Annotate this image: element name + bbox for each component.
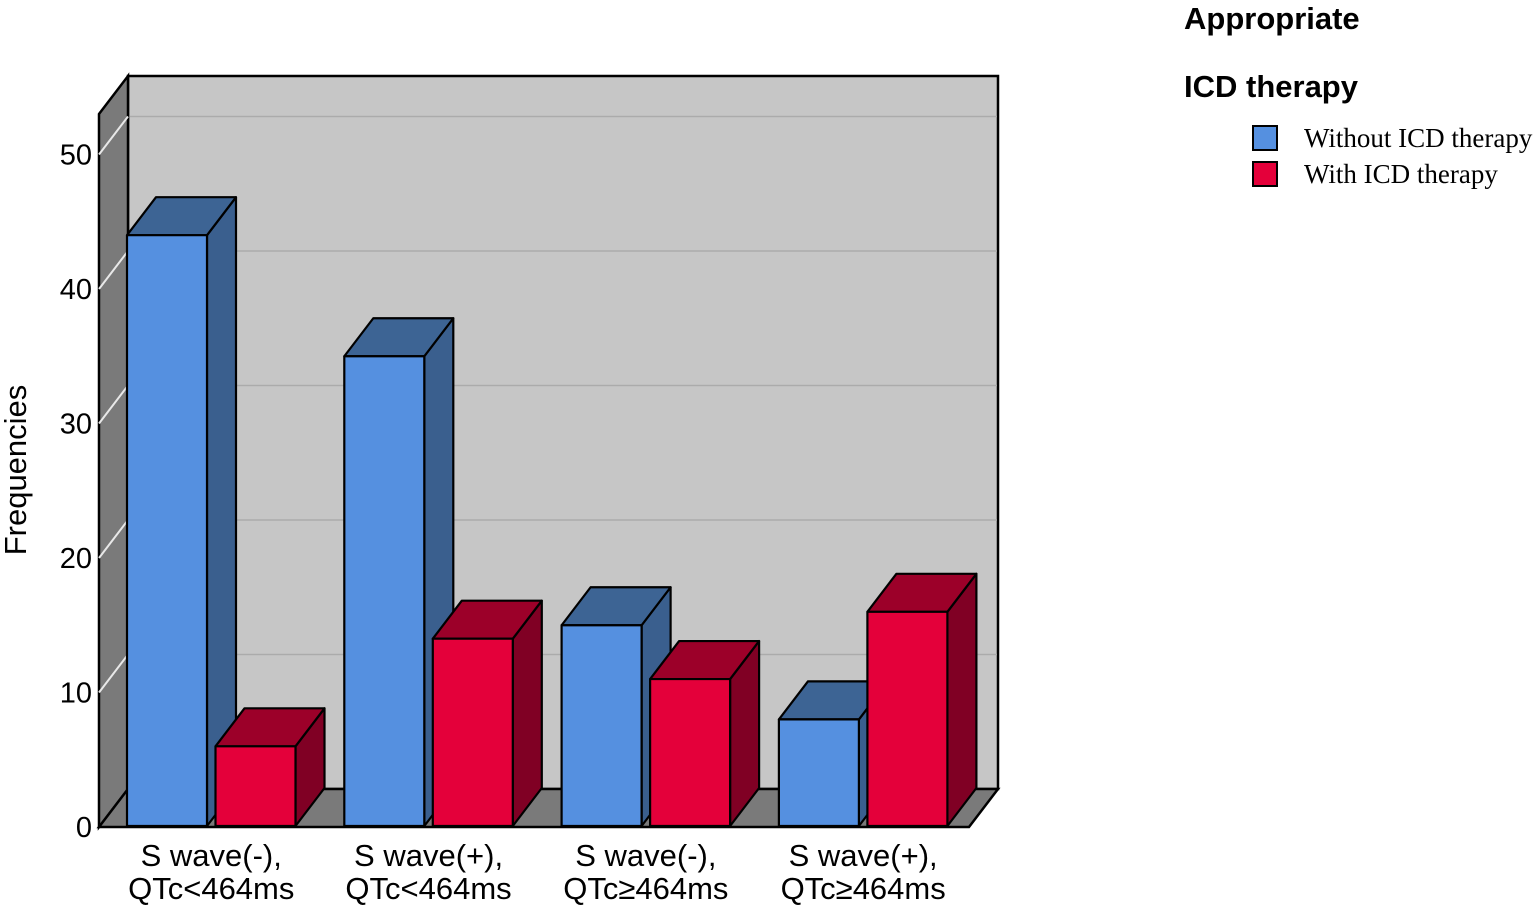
y-tick-label-10: 10 (60, 678, 92, 710)
category-label-2-line1: S wave(-), (575, 838, 716, 873)
legend-label-1: With ICD therapy (1304, 158, 1498, 189)
y-tick-mark-20 (98, 519, 129, 559)
bar-0-3 (777, 718, 861, 828)
y-tick-mark-40 (98, 250, 129, 290)
y-axis-title: Frequencies (0, 385, 33, 556)
legend: Appropriate ICD therapy Without ICD ther… (1184, 2, 1534, 192)
category-label-1-line2: QTc<464ms (345, 871, 511, 906)
legend-item-1: With ICD therapy (1184, 156, 1534, 192)
legend-swatch-0 (1252, 125, 1278, 151)
legend-swatch-1 (1252, 161, 1278, 187)
y-tick-label-0: 0 (76, 812, 92, 844)
bar-1-3 (866, 610, 949, 828)
bar-1-1 (431, 637, 514, 828)
bar-1-0 (214, 745, 297, 828)
left-wall (97, 72, 130, 831)
legend-title: Appropriate ICD therapy (1184, 2, 1534, 104)
bar-0-1 (343, 355, 426, 828)
category-label-0-line1: S wave(-), (141, 838, 282, 873)
legend-label-0: Without ICD therapy (1304, 122, 1533, 153)
bar-0-2 (560, 624, 643, 828)
y-tick-mark-10 (98, 653, 129, 694)
legend-items: Without ICD therapy With ICD therapy (1184, 120, 1534, 192)
bar-0-0 (125, 234, 209, 828)
y-tick-label-40: 40 (60, 274, 92, 306)
y-tick-label-50: 50 (60, 140, 92, 172)
category-label-3-line1: S wave(+), (789, 838, 938, 873)
bar-side-1-3 (946, 572, 978, 828)
legend-item-0: Without ICD therapy (1184, 120, 1534, 156)
y-tick-mark-30 (98, 384, 129, 425)
bar-1-2 (648, 677, 732, 828)
category-label-2-line2: QTc≥464ms (563, 871, 728, 906)
y-tick-label-30: 30 (60, 409, 92, 441)
category-label-0-line2: QTc<464ms (128, 871, 294, 906)
category-label-1-line1: S wave(+), (354, 838, 503, 873)
legend-title-line1: Appropriate (1184, 1, 1360, 36)
y-tick-mark-50 (98, 115, 129, 156)
legend-title-line2: ICD therapy (1184, 69, 1358, 104)
category-label-3-line2: QTc≥464ms (781, 871, 946, 906)
y-tick-label-20: 20 (60, 543, 92, 575)
